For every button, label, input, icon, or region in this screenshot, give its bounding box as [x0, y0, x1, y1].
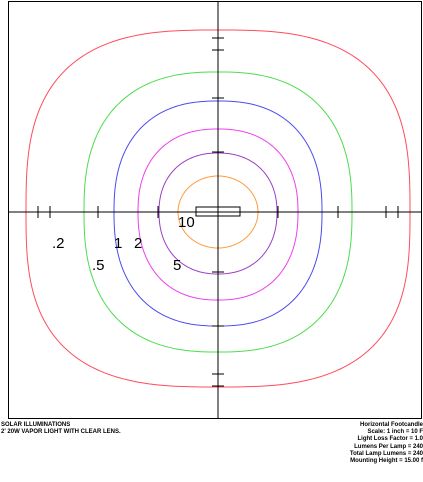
legend-light-loss-factor: Light Loss Factor = 1.0	[357, 436, 423, 443]
legend-scale: Scale: 1 inch = 10 F	[367, 429, 423, 436]
fixture-name: 2' 20W VAPOR LIGHT WITH CLEAR LENS.	[1, 429, 121, 436]
legend-title: Horizontal Footcandle	[360, 422, 423, 428]
legend-mounting-height: Mounting Height = 15.00 f	[350, 458, 423, 465]
isofootcandle-plot: .2 .5 1 2 5 10	[8, 1, 422, 419]
contour-label-0-5: .5	[92, 257, 105, 274]
contour-label-10: 10	[178, 214, 195, 231]
contour-label-2: 2	[134, 235, 142, 252]
manufacturer-name: SOLAR ILLUMINATIONS	[1, 422, 71, 428]
plot-border	[8, 1, 422, 419]
legend-lumens-per-lamp: Lumens Per Lamp = 240	[354, 443, 423, 450]
contour-label-0-2: .2	[52, 235, 65, 252]
fixture-description: SOLAR ILLUMINATIONS 2' 20W VAPOR LIGHT W…	[1, 422, 121, 436]
legend-total-lamp-lumens: Total Lamp Lumens = 240	[349, 450, 423, 457]
luminaire-outline	[195, 206, 241, 217]
contour-label-5: 5	[173, 257, 181, 274]
photometric-legend: Horizontal Footcandle Scale: 1 inch = 10…	[350, 422, 423, 465]
axis-ticks	[37, 37, 399, 387]
contour-label-1: 1	[114, 235, 122, 252]
